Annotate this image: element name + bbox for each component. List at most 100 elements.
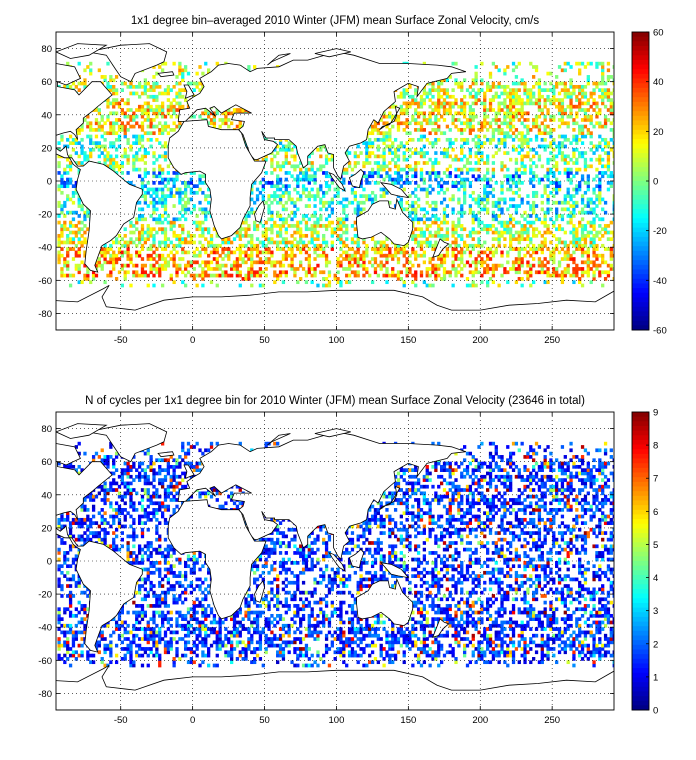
data-cell: [379, 118, 383, 122]
data-cell: [281, 164, 286, 169]
data-cell: [319, 270, 323, 275]
data-cell: [158, 267, 162, 271]
data-cell: [578, 124, 582, 129]
data-cell: [379, 194, 383, 198]
data-cell: [137, 124, 142, 129]
data-cell: [238, 230, 242, 235]
data-cell: [442, 237, 447, 241]
data-cell: [140, 144, 145, 149]
data-cell: [563, 134, 567, 139]
data-cell: [480, 280, 484, 285]
data-cell: [143, 101, 148, 106]
data-cell: [555, 164, 559, 169]
data-cell: [385, 260, 389, 265]
data-cell: [437, 98, 441, 102]
data-cell: [103, 121, 107, 126]
data-cell: [569, 111, 573, 116]
data-cell: [137, 94, 142, 99]
data-cell: [132, 240, 136, 245]
data-cell: [460, 98, 464, 102]
data-cell: [160, 154, 165, 159]
data-cell: [529, 137, 533, 142]
data-cell: [448, 243, 452, 248]
data-cell: [278, 217, 283, 222]
data-cell: [483, 207, 487, 212]
data-cell: [557, 111, 562, 116]
data-cell: [250, 253, 254, 258]
data-cell: [540, 200, 544, 205]
data-cell: [77, 230, 81, 235]
data-cell: [278, 194, 283, 198]
data-cell: [227, 124, 231, 129]
data-cell: [442, 171, 447, 175]
data-cell: [589, 280, 593, 285]
data-cell: [523, 141, 527, 145]
data-cell: [520, 233, 524, 238]
data-cell: [448, 137, 452, 142]
data-cell: [540, 144, 544, 149]
data-cell: [583, 190, 588, 195]
data-cell: [287, 247, 291, 251]
data-cell: [114, 147, 119, 152]
data-cell: [89, 128, 93, 132]
data-cell: [589, 114, 593, 119]
data-cell: [557, 200, 562, 205]
data-cell: [284, 161, 288, 165]
data-cell: [166, 108, 171, 112]
data-cell: [244, 214, 248, 218]
data-cell: [566, 220, 570, 225]
data-cell: [457, 111, 461, 116]
data-cell: [281, 253, 286, 258]
data-cell: [267, 181, 271, 185]
data-cell: [281, 144, 286, 149]
data-cell: [532, 171, 536, 175]
data-cell: [310, 174, 314, 179]
data-cell: [339, 283, 343, 288]
data-cell: [598, 181, 602, 185]
data-cell: [575, 137, 579, 142]
data-cell: [552, 260, 556, 265]
data-cell: [520, 134, 524, 139]
data-cell: [486, 210, 490, 215]
data-cell: [437, 124, 441, 129]
data-cell: [342, 171, 346, 175]
data-cell: [301, 184, 306, 189]
data-cell: [183, 190, 188, 195]
data-cell: [385, 257, 389, 261]
data-cell: [566, 161, 570, 165]
data-cell: [370, 237, 375, 241]
data-cell: [106, 164, 110, 169]
data-cell: [422, 151, 427, 155]
data-cell: [183, 181, 188, 185]
data-cell: [583, 114, 588, 119]
data-cell: [172, 260, 176, 265]
data-cell: [388, 134, 392, 139]
data-cell: [419, 177, 424, 182]
data-cell: [336, 237, 340, 241]
data-cell: [359, 263, 363, 268]
data-cell: [347, 164, 352, 169]
data-cell: [422, 207, 427, 212]
data-cell: [578, 131, 582, 136]
data-cell: [356, 200, 360, 205]
data-cell: [601, 124, 605, 129]
data-cell: [74, 267, 78, 271]
data-cell: [267, 250, 271, 255]
data-cell: [598, 263, 602, 268]
data-cell: [368, 194, 372, 198]
data-cell: [494, 250, 498, 255]
data-cell: [405, 174, 409, 179]
data-cell: [560, 118, 565, 122]
data-cell: [152, 200, 156, 205]
data-cell: [494, 128, 498, 132]
data-cell: [57, 147, 61, 152]
data-cell: [77, 247, 81, 251]
data-cell: [601, 217, 605, 222]
data-cell: [486, 137, 490, 142]
data-cell: [534, 121, 539, 126]
data-cell: [373, 137, 378, 142]
data-cell: [583, 260, 588, 265]
data-cell: [520, 227, 524, 232]
data-cell: [589, 220, 593, 225]
data-cell: [402, 108, 406, 112]
